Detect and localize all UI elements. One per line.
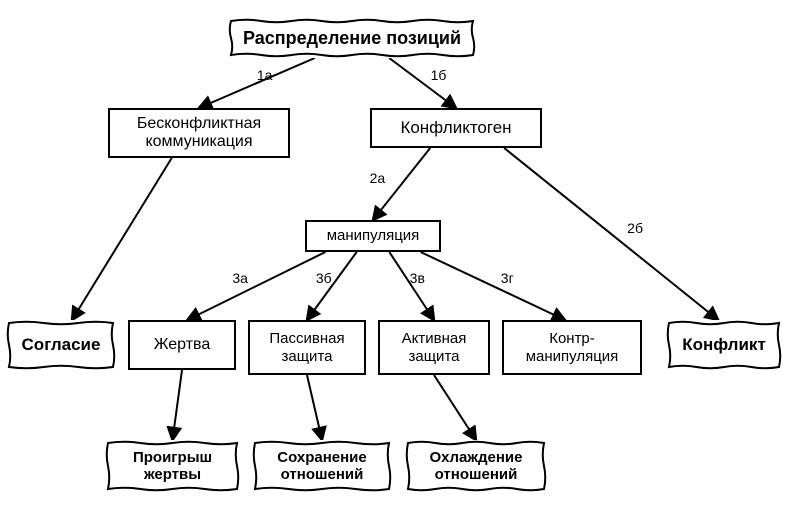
edge-label: 2б [627, 220, 643, 236]
node-counter: Контр-манипуляция [502, 320, 642, 375]
edge-manip-to-victim [187, 252, 325, 320]
node-label: Распределение позиций [243, 28, 461, 49]
edge-root-to-conflictogen [389, 58, 456, 108]
edge-manip-to-active [389, 252, 434, 320]
node-agree: Согласие [6, 320, 116, 370]
node-label: Активная защита [384, 330, 484, 365]
edge-manip-to-passive [307, 252, 357, 320]
edge-victim-to-lossVictim [173, 370, 183, 440]
edge-label: 1а [257, 67, 273, 83]
node-label: Конфликтоген [400, 118, 511, 138]
edge-manip-to-counter [421, 252, 565, 320]
node-label: манипуляция [327, 227, 420, 244]
node-label: Сохранение отношений [258, 449, 386, 484]
edge-label: 3б [316, 270, 332, 286]
edge-label: 3г [501, 270, 514, 286]
node-root: Распределение позиций [228, 18, 476, 58]
edge-label: 3а [232, 270, 248, 286]
edge-conflictogen-to-conflict [504, 148, 718, 320]
node-conflictogen: Конфликтоген [370, 108, 542, 148]
node-cooling: Охлаждение отношений [405, 440, 547, 492]
node-passive: Пассивная защита [248, 320, 366, 375]
node-noconflict: Бесконфликтная коммуникация [108, 108, 290, 158]
node-label: Конфликт [682, 335, 766, 355]
edge-root-to-noconflict [199, 58, 315, 108]
edge-label: 2а [370, 170, 386, 186]
flowchart-stage: Распределение позиций Бесконфликтная комм… [0, 0, 790, 518]
node-manip: манипуляция [305, 220, 441, 252]
node-lossVictim: Проигрыш жертвы [105, 440, 240, 492]
node-label: Жертва [154, 336, 211, 354]
node-conflict: Конфликт [666, 320, 782, 370]
node-preserve: Сохранение отношений [252, 440, 392, 492]
node-victim: Жертва [128, 320, 236, 370]
node-label: Согласие [22, 335, 101, 355]
edge-passive-to-preserve [307, 375, 322, 440]
node-active: Активная защита [378, 320, 490, 375]
node-label: Охлаждение отношений [411, 449, 541, 484]
edge-label: 3в [410, 270, 425, 286]
edge-noconflict-to-agree [72, 158, 172, 320]
edge-active-to-cooling [434, 375, 476, 440]
node-label: Проигрыш жертвы [111, 449, 234, 484]
edge-label: 1б [431, 67, 447, 83]
node-label: Контр-манипуляция [508, 330, 636, 365]
node-label: Пассивная защита [254, 330, 360, 365]
node-label: Бесконфликтная коммуникация [114, 115, 284, 152]
